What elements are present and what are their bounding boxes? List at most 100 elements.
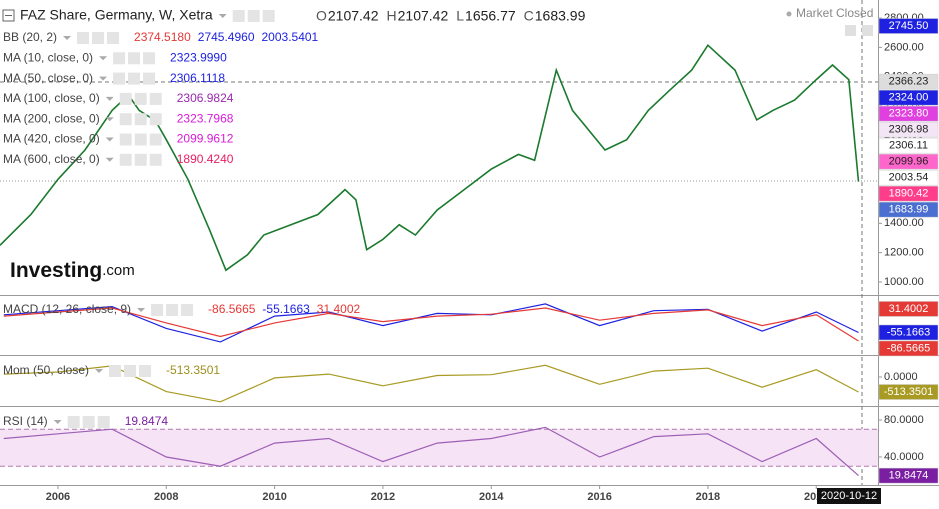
price-tag-label: 2324.00	[889, 92, 929, 104]
indicator-icon[interactable]	[134, 92, 147, 105]
price-tag-label: -55.1663	[887, 326, 930, 338]
price-tag-label: 31.4002	[889, 303, 929, 315]
ohlc-value: 2107.42	[328, 8, 379, 24]
dropdown-caret[interactable]	[95, 369, 104, 373]
indicator-icon[interactable]	[82, 416, 95, 428]
dropdown-caret[interactable]	[105, 117, 114, 122]
logo-suffix: .com	[102, 262, 135, 279]
indicator-icon[interactable]	[181, 304, 194, 316]
ohlc-value: 1656.77	[465, 8, 516, 24]
indicator-icon[interactable]	[77, 32, 90, 44]
indicator-icon[interactable]	[134, 113, 147, 126]
indicator-icon[interactable]	[149, 153, 162, 166]
legend-name: MA (200, close, 0)	[3, 111, 100, 125]
indicator-icon[interactable]	[119, 113, 132, 126]
indicator-icon[interactable]	[113, 72, 126, 85]
indicator-icon[interactable]	[107, 32, 120, 44]
legend-value: 2306.1118	[170, 71, 225, 85]
legend-name: MA (10, close, 0)	[3, 50, 93, 64]
ohlc-value: 2107.42	[398, 8, 449, 24]
x-tick-label: 2010	[262, 491, 286, 503]
price-tag-label: 2099.96	[889, 156, 929, 168]
ohlc-key: C	[524, 8, 534, 24]
market-status: Market Closed	[796, 6, 873, 20]
price-tag	[878, 384, 939, 400]
price-tag-label: 19.8474	[889, 470, 929, 482]
dropdown-caret[interactable]	[99, 76, 108, 81]
legend-name: Mom (50, close)	[3, 363, 89, 377]
price-tag	[878, 121, 939, 138]
logo: Investing.com	[10, 259, 135, 282]
x-tick-label: 2008	[154, 491, 178, 503]
series-line	[3, 303, 859, 343]
legend-value: -55.1663	[262, 302, 310, 316]
indicator-icon[interactable]	[128, 52, 141, 65]
price-tag-label: 2306.98	[889, 124, 929, 136]
dropdown-caret[interactable]	[218, 14, 227, 18]
indicator-icon[interactable]	[151, 304, 164, 316]
indicator-icon[interactable]	[119, 92, 132, 105]
price-tag	[878, 340, 939, 357]
indicator-icon[interactable]	[119, 153, 132, 166]
indicator-icon[interactable]	[113, 52, 126, 65]
indicator-icon[interactable]	[166, 304, 179, 316]
ohlc-key: H	[387, 8, 397, 24]
dropdown-caret[interactable]	[105, 137, 114, 142]
price-tag-label: -86.5665	[887, 342, 930, 354]
legend-value: 1890.4240	[177, 152, 234, 166]
indicator-icon[interactable]	[124, 365, 137, 377]
price-tag-label: 1890.42	[889, 188, 929, 200]
ohlc-key: L	[456, 8, 464, 24]
price-tag	[878, 169, 939, 186]
price-tag	[878, 324, 939, 341]
price-tag	[878, 467, 939, 484]
series-line	[3, 426, 859, 477]
y-tick-label: 1400.00	[884, 217, 924, 229]
dropdown-caret[interactable]	[63, 36, 72, 40]
price-tag	[878, 73, 939, 90]
legend-name: MA (600, close, 0)	[3, 152, 100, 166]
legend-name: MA (420, close, 0)	[3, 132, 100, 146]
indicator-icon[interactable]	[232, 10, 245, 22]
chart-title: FAZ Share, Germany, W, Xetra	[20, 7, 213, 23]
indicator-icon[interactable]	[149, 133, 162, 146]
collapse-icon[interactable]	[2, 9, 15, 22]
y-tick-label: 80.0000	[884, 414, 924, 426]
indicator-icon[interactable]	[143, 52, 156, 65]
x-tick-label: 2014	[479, 491, 504, 503]
indicator-icon[interactable]	[149, 113, 162, 126]
indicator-icon[interactable]	[139, 365, 152, 377]
tool-icon[interactable]	[862, 25, 873, 36]
indicator-icon[interactable]	[92, 32, 105, 44]
price-tag	[878, 105, 939, 122]
indicator-icon[interactable]	[262, 10, 275, 22]
dropdown-caret[interactable]	[137, 308, 146, 312]
dropdown-caret[interactable]	[105, 96, 114, 101]
indicator-icon[interactable]	[134, 153, 147, 166]
legend-value: 2099.9612	[177, 132, 234, 146]
ohlc-value: 1683.99	[535, 8, 586, 24]
series-line	[3, 307, 859, 342]
y-tick-label: 1000.00	[884, 276, 924, 288]
tool-icon[interactable]	[845, 25, 856, 36]
rsi-band	[0, 429, 878, 467]
indicator-icon[interactable]	[247, 10, 260, 22]
price-tag-label: 2745.50	[889, 20, 929, 32]
indicator-icon[interactable]	[67, 416, 80, 428]
dropdown-caret[interactable]	[105, 157, 114, 162]
dropdown-caret[interactable]	[99, 56, 108, 61]
indicator-icon[interactable]	[134, 133, 147, 146]
indicator-icon[interactable]	[128, 72, 141, 85]
indicator-icon[interactable]	[143, 72, 156, 85]
legend-name: MA (50, close, 0)	[3, 71, 93, 85]
indicator-icon[interactable]	[119, 133, 132, 146]
indicator-icon[interactable]	[109, 365, 122, 377]
cursor-date: 2020-10-12	[821, 490, 877, 502]
legend-value: 2374.5180	[134, 30, 191, 44]
dropdown-caret[interactable]	[53, 420, 62, 424]
indicator-icon[interactable]	[97, 416, 110, 428]
indicator-icon[interactable]	[149, 92, 162, 105]
y-tick-label: 2600.00	[884, 41, 924, 53]
price-tag-label: 1683.99	[889, 204, 929, 216]
